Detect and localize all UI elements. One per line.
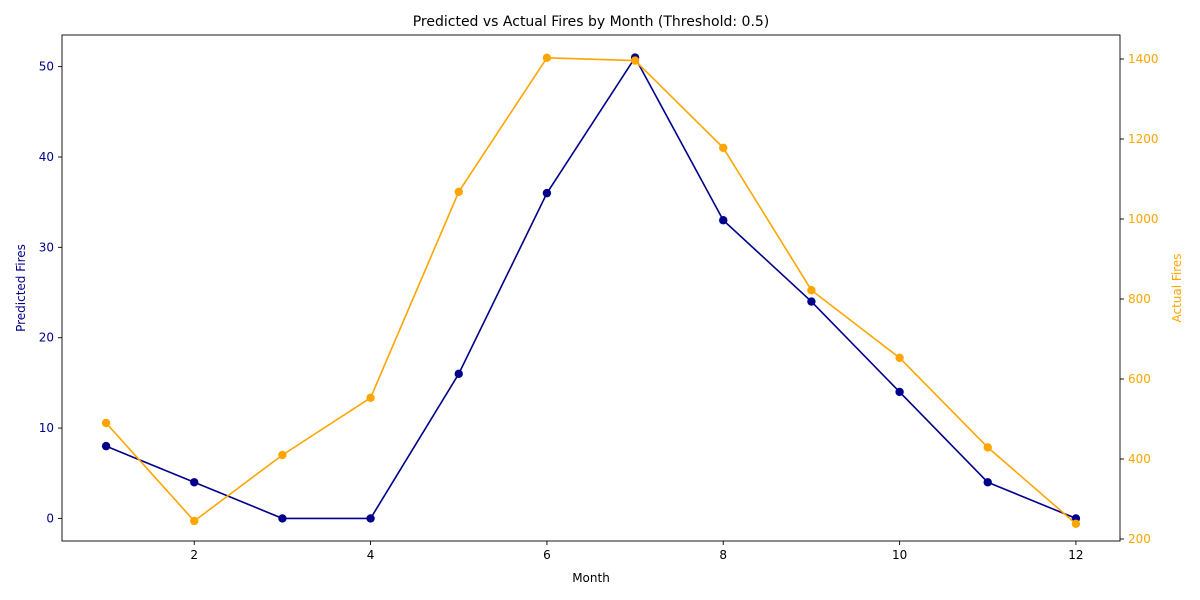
actual-fires-point (542, 53, 552, 62)
actual-fires-point (1071, 519, 1081, 528)
left-y-tick-label: 50 (39, 60, 54, 74)
right-y-tick-label: 200 (1128, 532, 1151, 546)
x-tick-label: 2 (190, 548, 198, 562)
actual-fires-point (983, 443, 992, 452)
actual-fires-line (105, 56, 1077, 525)
series-layer (101, 53, 1081, 528)
x-tick-label: 8 (719, 548, 727, 562)
actual-fires-point (278, 450, 287, 460)
left-y-axis: 0 10 20 30 40 50 (39, 60, 62, 525)
right-y-axis: 200 400 600 800 1000 1200 1400 (1120, 52, 1159, 546)
x-tick-label: 12 (1068, 548, 1083, 562)
right-y-tick-label: 400 (1128, 452, 1151, 466)
actual-fires-point (807, 286, 816, 295)
left-y-tick-label: 30 (39, 240, 54, 254)
predicted-fires-point (542, 188, 552, 198)
left-y-tick-label: 40 (39, 150, 54, 164)
predicted-fires-point (101, 441, 111, 451)
x-axis-title: Month (572, 571, 610, 585)
left-y-axis-title: Predicted Fires (14, 244, 28, 332)
plot-border (61, 34, 1121, 542)
predicted-fires-point (807, 297, 816, 306)
actual-fires-point (454, 187, 463, 196)
chart-title: Predicted vs Actual Fires by Month (Thre… (413, 14, 770, 30)
actual-fires-point (719, 143, 728, 152)
x-tick-label: 6 (543, 548, 551, 562)
actual-fires-point (190, 516, 199, 526)
predicted-fires-point (719, 216, 728, 225)
actual-fires-point (630, 56, 640, 65)
right-y-tick-label: 1400 (1128, 52, 1159, 66)
left-y-tick-label: 0 (46, 511, 54, 525)
right-y-tick-label: 1000 (1128, 212, 1159, 226)
right-y-axis-title: Actual Fires (1170, 253, 1184, 322)
predicted-fires-point (983, 478, 992, 487)
right-y-tick-label: 600 (1128, 372, 1151, 386)
x-tick-label: 10 (892, 548, 907, 562)
left-y-tick-label: 20 (39, 331, 54, 345)
predicted-fires-point (454, 369, 463, 379)
predicted-fires-point (895, 387, 904, 397)
right-y-tick-label: 800 (1128, 292, 1151, 306)
right-y-tick-label: 1200 (1128, 132, 1159, 146)
actual-fires-point (101, 418, 111, 428)
x-axis: 2 4 6 8 10 12 (190, 541, 1084, 562)
predicted-fires-point (278, 514, 287, 523)
plot-frame (61, 34, 1121, 542)
x-tick-label: 4 (367, 548, 375, 562)
left-y-tick-label: 10 (39, 421, 54, 435)
predicted-fires-point (190, 478, 199, 487)
actual-fires-point (366, 393, 375, 402)
predicted-fires-line (105, 56, 1077, 520)
actual-fires-point (895, 353, 904, 362)
predicted-fires-point (366, 514, 375, 523)
